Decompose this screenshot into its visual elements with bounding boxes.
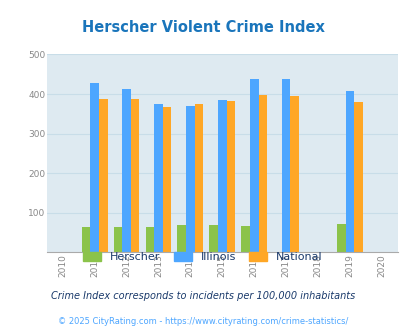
Legend: Herscher, Illinois, National: Herscher, Illinois, National bbox=[79, 248, 326, 267]
Bar bbox=[290, 96, 298, 252]
Bar bbox=[281, 79, 290, 252]
Bar bbox=[130, 99, 139, 252]
Text: Crime Index corresponds to incidents per 100,000 inhabitants: Crime Index corresponds to incidents per… bbox=[51, 291, 354, 301]
Bar bbox=[345, 91, 354, 252]
Bar bbox=[90, 83, 99, 252]
Bar bbox=[354, 102, 362, 252]
Bar bbox=[177, 225, 185, 252]
Bar bbox=[122, 88, 130, 252]
Bar bbox=[185, 106, 194, 252]
Bar bbox=[217, 100, 226, 252]
Bar bbox=[226, 101, 234, 252]
Text: © 2025 CityRating.com - https://www.cityrating.com/crime-statistics/: © 2025 CityRating.com - https://www.city… bbox=[58, 317, 347, 326]
Bar bbox=[336, 224, 345, 252]
Bar bbox=[249, 79, 258, 252]
Bar bbox=[81, 227, 90, 252]
Text: Herscher Violent Crime Index: Herscher Violent Crime Index bbox=[81, 20, 324, 35]
Bar bbox=[113, 227, 122, 252]
Bar bbox=[99, 99, 107, 252]
Bar bbox=[145, 227, 154, 252]
Bar bbox=[258, 95, 266, 252]
Bar bbox=[209, 225, 217, 252]
Bar bbox=[162, 107, 171, 252]
Bar bbox=[194, 104, 203, 252]
Bar bbox=[241, 225, 249, 252]
Bar bbox=[154, 104, 162, 252]
